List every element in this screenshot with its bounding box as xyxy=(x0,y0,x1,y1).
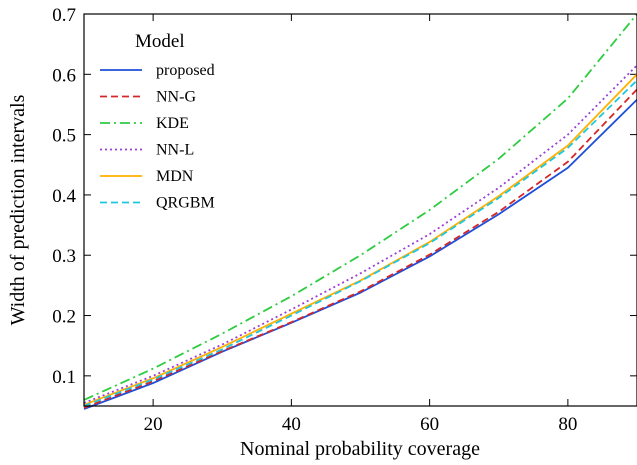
legend-label: NN-L xyxy=(156,142,194,159)
series-line-proposed xyxy=(83,98,637,410)
legend-title: Model xyxy=(135,31,185,52)
x-tick-label: 80 xyxy=(558,414,577,435)
x-tick-label: 60 xyxy=(420,414,439,435)
x-tick-label: 40 xyxy=(282,414,301,435)
legend-label: KDE xyxy=(156,115,189,132)
y-tick-label: 0.6 xyxy=(52,65,76,86)
x-tick-label: 20 xyxy=(144,414,163,435)
y-axis-label: Width of prediction intervals xyxy=(7,94,29,325)
legend-label: MDN xyxy=(156,168,194,185)
y-tick-label: 0.2 xyxy=(52,307,76,328)
y-tick-label: 0.1 xyxy=(52,367,76,388)
y-tick-label: 0.5 xyxy=(52,126,76,147)
series-line-qrgbm xyxy=(83,79,637,407)
series-line-nn-l xyxy=(83,64,637,404)
y-tick-label: 0.4 xyxy=(52,186,76,207)
plot-frame xyxy=(83,13,637,407)
x-axis-label: Nominal probability coverage xyxy=(240,438,480,460)
y-tick-label: 0.7 xyxy=(52,5,76,26)
y-tick-label: 0.3 xyxy=(52,246,76,267)
axis-ticks: 20 40 60 80 0.1 0.2 0.3 0.4 0.5 0.6 0.7 xyxy=(52,5,637,435)
series-line-nn-g xyxy=(83,88,637,409)
series-lines xyxy=(83,13,637,410)
series-line-kde xyxy=(83,13,637,401)
legend-label: NN-G xyxy=(156,89,196,106)
legend-label: proposed xyxy=(156,62,215,79)
legend: Model proposed NN-G KDE NN-L MDN QRGBM xyxy=(100,31,215,212)
legend-label: QRGBM xyxy=(156,195,215,212)
